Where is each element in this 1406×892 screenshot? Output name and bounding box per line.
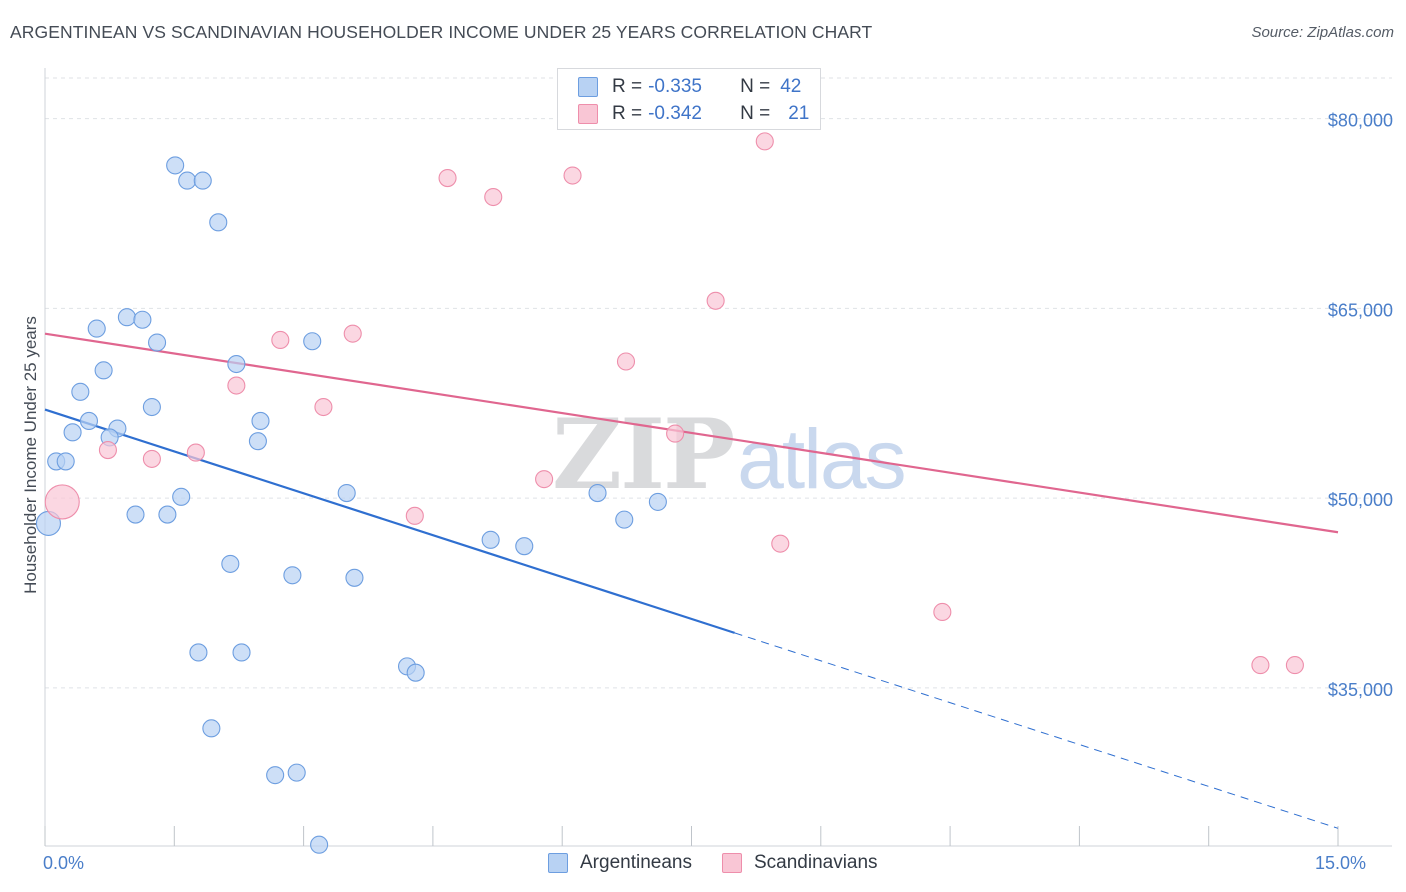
- data-point-scandinavian: [271, 330, 290, 350]
- data-point-scandinavian: [314, 397, 333, 417]
- legend-row-argentineans: R = -0.335 N = 42: [578, 75, 801, 99]
- data-point-scandinavian: [227, 376, 246, 395]
- data-point-argentinean: [481, 530, 500, 549]
- data-point-argentinean: [345, 568, 364, 587]
- data-point-scandinavian: [142, 449, 161, 468]
- label-layer: $80,000 $65,000 $50,000 $35,000 0.0% 15.0%: [43, 111, 1393, 873]
- data-point-argentinean: [648, 492, 667, 511]
- data-point-argentinean: [406, 663, 425, 682]
- data-point-scandinavian: [535, 470, 554, 489]
- data-point-scandinavian: [405, 506, 424, 525]
- data-point-argentinean: [287, 763, 306, 782]
- data-point-argentinean: [310, 835, 329, 854]
- series-label-scandinavians: Scandinavians: [753, 852, 878, 873]
- legend-n-value: 42: [780, 76, 802, 97]
- legend-n-label: N =: [740, 103, 771, 124]
- data-point-argentinean: [158, 505, 177, 524]
- legend-r-value: -0.342: [648, 103, 702, 124]
- data-point-scandinavian: [933, 602, 952, 622]
- data-point-argentinean: [189, 643, 208, 662]
- data-point-argentinean: [515, 537, 534, 556]
- trend-line-argentineans-extension: [734, 632, 1339, 829]
- data-point-argentinean: [221, 554, 240, 573]
- data-point-argentinean: [126, 505, 145, 524]
- trend-layer: [44, 332, 1339, 829]
- series-swatch-scandinavians: [721, 853, 742, 873]
- y-tick-label: $35,000: [1328, 680, 1393, 700]
- data-point-scandinavian: [755, 132, 774, 151]
- legend-r-label: R =: [612, 76, 643, 97]
- correlation-legend: R = -0.335 N = 42 R = -0.342 N = 21: [557, 68, 821, 130]
- data-point-argentinean: [142, 397, 161, 417]
- series-legend: Argentineans Scandinavians: [548, 852, 908, 874]
- data-point-argentinean: [588, 484, 607, 503]
- data-point-argentinean: [266, 766, 285, 785]
- data-point-argentinean: [303, 332, 322, 351]
- data-point-argentinean: [232, 643, 251, 662]
- legend-r-value: -0.335: [648, 76, 702, 97]
- data-point-argentinean: [117, 308, 136, 327]
- series-swatch-argentineans: [548, 853, 568, 873]
- data-point-argentinean: [133, 310, 152, 329]
- data-point-scandinavian: [666, 424, 685, 443]
- data-point-argentinean: [71, 382, 90, 401]
- data-point-argentinean: [209, 213, 228, 232]
- data-point-argentinean: [178, 171, 197, 190]
- data-point-scandinavian: [186, 443, 205, 462]
- data-point-scandinavian: [706, 291, 725, 310]
- legend-r-label: R =: [612, 103, 643, 124]
- point-layer: [35, 132, 1304, 854]
- data-point-argentinean: [337, 484, 356, 503]
- data-point-argentinean: [227, 354, 246, 374]
- data-point-scandinavian: [343, 324, 362, 343]
- legend-swatch-scandinavians: [578, 104, 598, 124]
- data-point-scandinavian: [771, 534, 790, 553]
- axis-layer: [44, 68, 1392, 847]
- chart-title: ARGENTINEAN VS SCANDINAVIAN HOUSEHOLDER …: [10, 22, 873, 42]
- data-point-argentinean: [56, 452, 75, 471]
- data-point-argentinean: [94, 361, 113, 380]
- grid-layer: [45, 77, 1392, 689]
- data-point-argentinean: [87, 319, 106, 338]
- data-point-scandinavian: [44, 484, 80, 520]
- x-tick-label: 0.0%: [43, 853, 84, 873]
- trend-line-argentineans: [44, 408, 735, 634]
- series-legend-scandinavians[interactable]: Scandinavians: [721, 852, 878, 874]
- y-tick-label: $65,000: [1328, 300, 1393, 320]
- data-point-argentinean: [283, 566, 302, 585]
- data-point-scandinavian: [1285, 656, 1304, 675]
- data-point-argentinean: [251, 411, 270, 430]
- legend-n-value: 21: [788, 103, 810, 124]
- data-point-scandinavian: [616, 352, 636, 371]
- y-axis-label: Householder Income Under 25 years: [21, 316, 40, 594]
- chart-source: Source: ZipAtlas.com: [1251, 24, 1394, 41]
- data-point-argentinean: [148, 333, 167, 352]
- series-legend-argentineans[interactable]: Argentineans: [548, 852, 692, 874]
- data-point-scandinavian: [1251, 656, 1270, 675]
- trend-line-scandinavians: [44, 332, 1339, 534]
- data-point-argentinean: [63, 423, 82, 442]
- data-point-scandinavian: [98, 440, 117, 460]
- x-tick-label: 15.0%: [1315, 853, 1366, 873]
- series-label-argentineans: Argentineans: [580, 852, 692, 873]
- y-tick-label: $50,000: [1328, 490, 1393, 510]
- y-tick-label: $80,000: [1328, 111, 1393, 131]
- data-point-scandinavian: [563, 166, 582, 185]
- data-point-argentinean: [202, 719, 221, 738]
- legend-n-label: N =: [740, 76, 771, 97]
- data-point-argentinean: [615, 510, 634, 529]
- data-point-scandinavian: [438, 169, 457, 188]
- legend-row-scandinavians: R = -0.342 N = 21: [578, 102, 809, 126]
- data-point-argentinean: [79, 411, 99, 430]
- data-point-scandinavian: [484, 187, 503, 207]
- data-point-argentinean: [193, 171, 212, 190]
- legend-swatch-argentineans: [578, 77, 598, 97]
- data-point-argentinean: [172, 487, 191, 506]
- data-point-argentinean: [166, 156, 185, 175]
- data-point-argentinean: [248, 432, 267, 451]
